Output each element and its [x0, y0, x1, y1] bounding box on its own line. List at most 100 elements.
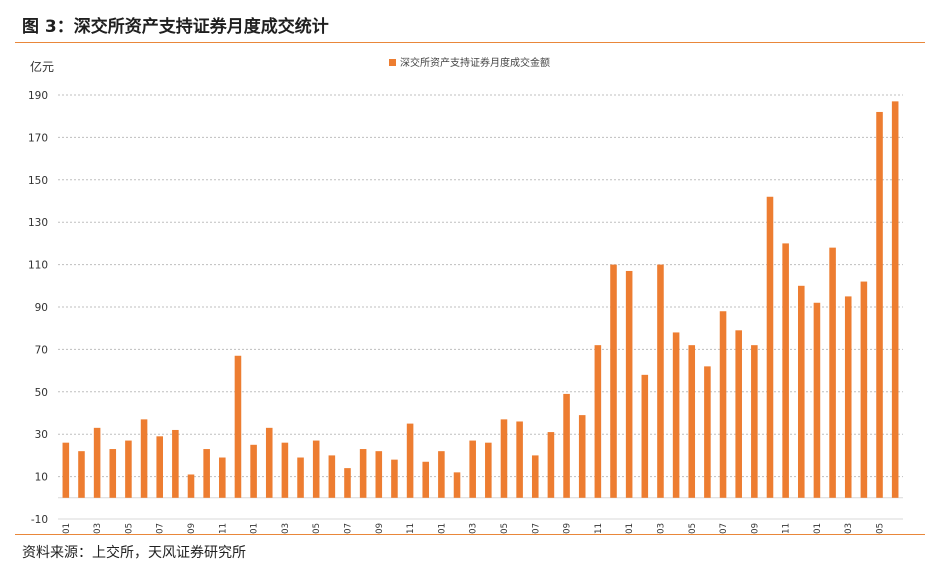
bar-16-07 [156, 436, 163, 498]
bar-16-03 [93, 427, 101, 498]
x-tick-label: 19/07 [719, 523, 729, 534]
x-tick-label: 20/05 [876, 523, 886, 534]
x-tick-label: 18/07 [531, 523, 541, 534]
legend-label: 深交所资产支持证券月度成交金额 [400, 56, 550, 69]
y-tick-label: 50 [35, 387, 48, 399]
x-tick-label: 18/05 [500, 523, 510, 534]
bars [62, 101, 899, 498]
bar-18-04 [485, 442, 492, 498]
y-tick-label: 90 [35, 302, 48, 314]
bar-16-11 [219, 457, 226, 498]
chart: 亿元 深交所资产支持证券月度成交金额 -10 10 30 50 70 90 110 130 15… [0, 44, 929, 548]
bar-19-08 [735, 330, 742, 498]
bar-16-01 [62, 442, 70, 498]
bar-16-09 [187, 474, 195, 498]
y-tick-label: 30 [35, 429, 48, 441]
bar-17-04 [297, 457, 304, 498]
bar-18-11 [594, 345, 602, 498]
bar-20-05 [876, 111, 883, 498]
bar-16-10 [203, 449, 210, 498]
x-tick-label: 16/03 [93, 523, 103, 534]
bar-20-02 [829, 247, 836, 498]
y-tick-label: -10 [31, 514, 48, 526]
bar-18-03 [469, 440, 476, 498]
x-tick-label: 17/07 [343, 523, 353, 534]
x-tick-label: 17/05 [312, 523, 322, 534]
bar-16-04 [109, 449, 117, 498]
gridlines [58, 94, 903, 520]
x-tick-label: 18/03 [469, 523, 479, 534]
bar-19-09 [751, 345, 758, 498]
bar-16-02 [78, 451, 85, 498]
bar-16-06 [140, 419, 148, 498]
bar-18-02 [453, 472, 461, 498]
x-tick-label: 17/01 [250, 523, 260, 534]
y-tick-label: 150 [28, 175, 48, 187]
x-tick-label: 18/11 [594, 523, 604, 534]
bar-19-05 [688, 345, 696, 498]
y-tick-label: 130 [28, 217, 48, 229]
title-divider [15, 42, 925, 43]
bar-16-05 [125, 440, 132, 498]
x-tick-label: 20/03 [844, 523, 854, 534]
bar-17-01 [250, 444, 257, 498]
bar-18-06 [516, 421, 523, 498]
bar-19-01 [625, 270, 633, 498]
x-tick-label: 17/09 [375, 523, 385, 534]
bar-18-01 [438, 451, 445, 498]
bar-16-08 [172, 429, 179, 498]
bar-20-04 [860, 281, 868, 498]
bar-18-10 [578, 415, 586, 498]
y-axis-unit-label: 亿元 [30, 59, 54, 74]
x-tick-label: 18/01 [437, 523, 447, 534]
x-tick-label: 19/01 [625, 523, 635, 534]
bar-19-10 [766, 196, 774, 498]
bar-17-02 [265, 427, 273, 498]
bar-chart: 亿元 深交所资产支持证券月度成交金额 -10 10 30 50 70 90 110 130 15… [28, 56, 903, 548]
bar-19-12 [798, 285, 805, 498]
bar-20-06 [891, 101, 899, 498]
x-tick-label: 19/11 [782, 523, 792, 534]
x-tick-label: 20/01 [813, 523, 823, 534]
bar-19-06 [704, 366, 711, 498]
source-divider [15, 534, 925, 535]
bar-18-12 [610, 264, 617, 498]
bar-18-08 [547, 432, 555, 498]
bar-19-07 [719, 311, 727, 498]
bar-17-08 [359, 449, 367, 498]
y-tick-label: 190 [28, 90, 48, 102]
y-tick-label: 70 [35, 344, 48, 356]
y-axis-ticks: -10 10 30 50 70 90 110 130 150 170 190 [28, 90, 48, 526]
x-tick-label: 17/03 [281, 523, 291, 534]
bar-17-03 [281, 442, 289, 498]
bar-19-11 [782, 243, 789, 498]
bar-18-07 [531, 455, 539, 498]
y-tick-label: 110 [28, 260, 48, 272]
x-tick-label: 16/05 [124, 523, 134, 534]
y-tick-label: 10 [35, 472, 48, 484]
bar-19-03 [657, 264, 664, 498]
bar-17-10 [391, 459, 398, 498]
x-tick-label: 19/09 [750, 523, 760, 534]
bar-17-05 [312, 440, 320, 498]
bar-16-12 [234, 355, 242, 498]
bar-17-06 [328, 455, 336, 498]
figure-title: 图 3：深交所资产支持证券月度成交统计 [22, 17, 329, 37]
bar-19-04 [672, 332, 680, 498]
bar-17-12 [422, 461, 430, 498]
legend-swatch [389, 59, 396, 66]
y-tick-label: 170 [28, 132, 48, 144]
bar-18-05 [500, 419, 508, 498]
source-note: 资料来源：上交所，天风证券研究所 [22, 545, 246, 561]
x-tick-label: 16/09 [187, 523, 197, 534]
x-tick-label: 19/05 [688, 523, 698, 534]
legend: 深交所资产支持证券月度成交金额 [389, 56, 550, 69]
x-tick-label: 19/03 [656, 523, 666, 534]
x-tick-label: 17/11 [406, 523, 416, 534]
bar-17-11 [406, 423, 414, 498]
x-axis-ticks: 16/01 16/03 16/05 16/07 16/09 16/11 17/01 17/03… [62, 523, 886, 548]
x-tick-label: 16/11 [218, 523, 228, 534]
x-tick-label: 18/09 [563, 523, 573, 534]
bar-20-03 [844, 296, 852, 498]
x-tick-label: 16/01 [62, 523, 72, 534]
